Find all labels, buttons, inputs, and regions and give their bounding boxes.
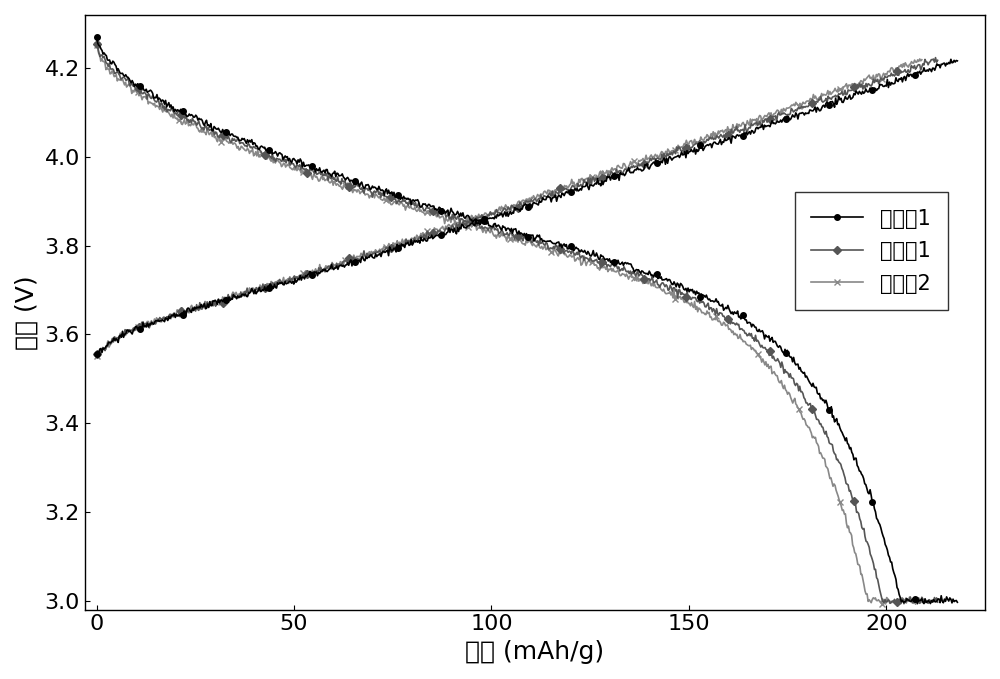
对比例2 [914,55,926,63]
实施例1 [640,161,652,169]
对比例1 [932,56,944,65]
实施例1 [92,350,104,359]
对比例2 [571,179,583,187]
Legend: 实施例1, 对比例1, 对比例2: 实施例1, 对比例1, 对比例2 [795,192,948,310]
对比例1 [627,162,639,170]
Y-axis label: 电压 (V): 电压 (V) [15,275,39,350]
Line: 对比例2: 对比例2 [94,56,925,359]
对比例2 [916,56,928,64]
实施例1 [745,130,757,138]
Line: 对比例1: 对比例1 [94,55,940,357]
实施例1 [945,55,957,63]
实施例1 [951,57,963,65]
对比例2 [718,128,730,136]
对比例1 [602,170,614,179]
实施例1 [144,320,156,329]
实施例1 [91,350,103,358]
对比例1 [143,324,155,332]
对比例1 [93,350,105,359]
X-axis label: 容量 (mAh/g): 容量 (mAh/g) [465,640,604,664]
对比例2 [93,352,105,360]
实施例1 [592,175,604,183]
对比例1 [730,126,742,134]
对比例1 [91,350,103,359]
对比例2 [802,97,814,105]
对比例2 [593,172,605,181]
实施例1 [833,92,845,100]
对比例1 [930,54,942,62]
对比例2 [617,160,629,168]
对比例2 [91,352,103,360]
对比例1 [580,178,592,186]
对比例2 [142,317,154,325]
实施例1 [614,168,626,177]
对比例1 [816,97,828,105]
Line: 实施例1: 实施例1 [94,56,960,357]
